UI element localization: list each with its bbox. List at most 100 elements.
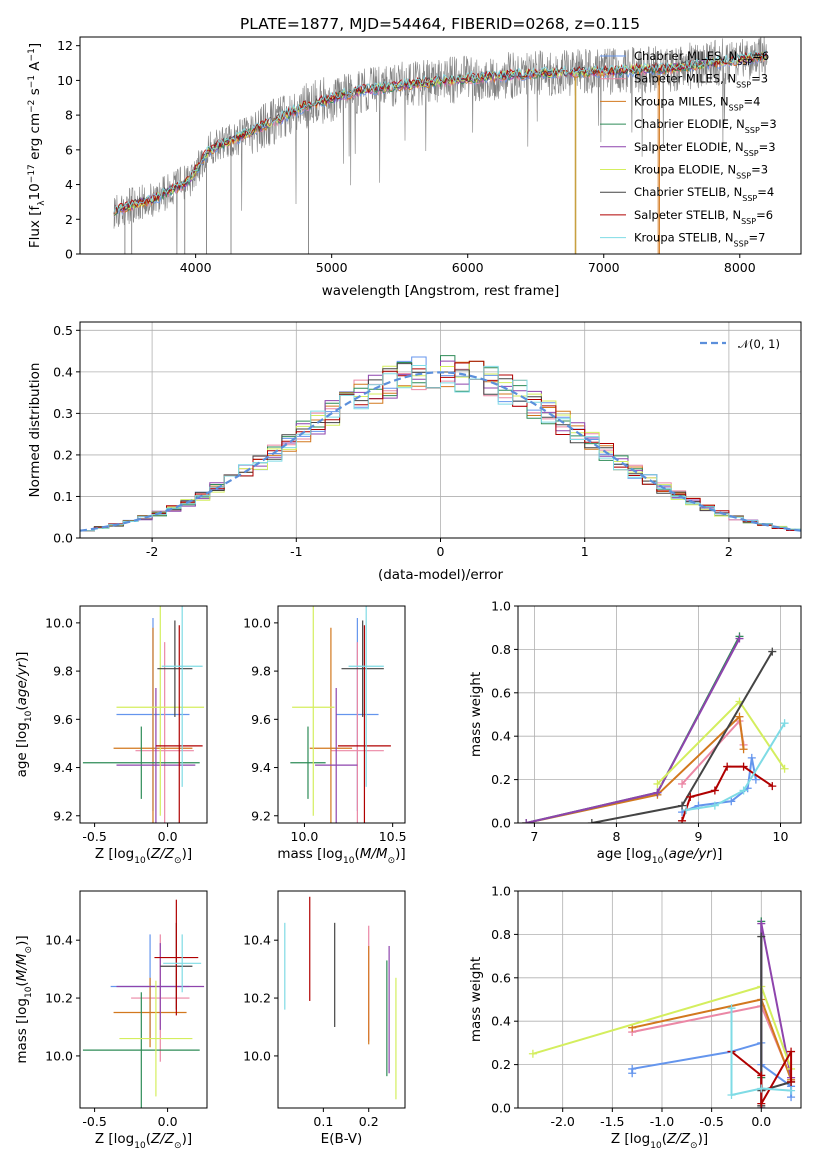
age-vs-metallicity-panel: -0.5 0.09.29.49.69.810.0Z [log10(Z/Z⊙)]ag…: [14, 605, 208, 866]
x-tick-label: -1: [290, 544, 302, 559]
weight-marker-salpeter_stelib: [678, 816, 687, 823]
y-tick-label: 0.8: [491, 642, 511, 657]
weight-line-chabrier_stelib: [591, 651, 774, 823]
label-part: ⊙: [690, 1141, 698, 1151]
weight-line-chabrier_elodie: [525, 635, 741, 823]
x-tick-label: 0.1: [313, 1114, 333, 1129]
legend-sub: SSP: [729, 103, 744, 112]
label-part: Z/Z: [150, 1131, 175, 1147]
label-part: ⊙: [24, 946, 34, 954]
y-tick-label: 10.0: [243, 1048, 271, 1063]
x-tick-label: 0.2: [359, 1114, 379, 1129]
legend-text: Kroupa ELODIE, N: [634, 163, 736, 177]
y-tick-label: 0.1: [53, 489, 73, 504]
y-tick-label: 0.0: [491, 1101, 511, 1116]
weight-marker-chabrier_stelib: [678, 801, 687, 810]
x-tick-label: 10.0: [291, 829, 319, 844]
label-part: (: [146, 846, 151, 862]
label-part: s: [27, 88, 43, 99]
label-part: age [: [597, 846, 632, 862]
y-tick-label: 0.0: [491, 816, 511, 831]
weight-marker-chabrier_miles: [628, 1064, 637, 1073]
label-part: log: [14, 722, 30, 743]
label-part: −2: [27, 100, 37, 113]
label-part: −1: [27, 75, 37, 88]
label-part: log: [114, 846, 135, 862]
normal-curve: [80, 371, 801, 532]
label-part: Flux [f: [27, 204, 43, 248]
x-tick-label: 1: [581, 544, 589, 559]
y-tick-label: 6: [65, 142, 73, 157]
x-axis-label: age [log10(age/yr)]: [597, 846, 723, 866]
plot-area: [82, 606, 205, 823]
label-part: ⊙: [174, 856, 182, 866]
weight-marker-kroupa_stelib: [739, 786, 748, 795]
label-part: 10: [24, 986, 34, 998]
weight-marker-chabrier_miles: [751, 775, 760, 784]
plot-area: [528, 917, 796, 1108]
x-tick-label: 0.0: [158, 829, 178, 844]
legend-sub: SSP: [736, 80, 751, 89]
age-vs-mass-panel: 10.0 10.5 9.2 9.4 9.6 9.8 10.0 mass [log10(M/M⊙…: [243, 605, 407, 866]
y-axis-label: mass weight: [468, 957, 484, 1042]
plot-area: [284, 896, 397, 1100]
label-part: )]: [395, 846, 406, 862]
legend-label-kroupa_miles: Kroupa MILES, NSSP=4: [634, 94, 760, 112]
label-part: −17: [27, 164, 37, 183]
label-part: )]: [712, 846, 723, 862]
label-part: 10: [343, 856, 355, 866]
weight-line-chabrier_stelib: [760, 935, 792, 1106]
weight-marker-salpeter_elodie: [653, 788, 662, 797]
x-axis-label: (data-model)/error: [378, 567, 504, 583]
legend-label-chabrier_elodie: Chabrier ELODIE, NSSP=3: [634, 117, 777, 135]
x-tick-label: -2: [146, 544, 158, 559]
label-part: mass [: [277, 846, 322, 862]
label-part: )]: [14, 652, 30, 663]
label-part: 10: [652, 856, 664, 866]
weight-marker-chabrier_miles: [727, 797, 736, 806]
weight-vs-metallicity-panel: -2.0 -1.5 -1.0 -0.5 0.0 0.0 0.2 0.4 0.6 0.8 1.0 Z […: [468, 884, 802, 1151]
label-part: log: [630, 1131, 651, 1147]
legend-count: =4: [744, 94, 761, 108]
mass-vs-ebv-panel: 0.1 0.2 10.0 10.2 10.4 E(B-V): [243, 890, 406, 1147]
weight-marker-salpeter_stelib: [739, 762, 748, 771]
label-part: (: [146, 1131, 151, 1147]
model-fit-salpeter_stelib: [113, 51, 768, 214]
weight-marker-chabrier_stelib: [757, 932, 766, 941]
y-tick-label: 0.3: [53, 406, 73, 421]
y-tick-label: 10.2: [243, 991, 271, 1006]
label-part: (: [14, 981, 30, 986]
x-axis-label: wavelength [Angstrom, rest frame]: [322, 283, 560, 299]
label-part: erg cm: [27, 113, 43, 164]
mass-vs-metallicity-panel: -0.5 0.010.010.210.4Z [log10(Z/Z⊙)]mass […: [14, 890, 208, 1151]
legend-count: =3: [751, 163, 768, 177]
y-tick-label: 9.2: [53, 808, 73, 823]
legend-count: =3: [759, 140, 776, 154]
legend-text: Salpeter STELIB, N: [634, 208, 741, 222]
y-tick-label: 12: [57, 38, 73, 53]
label-part: Z/Z: [150, 846, 175, 862]
axes-frame: [517, 890, 802, 1109]
legend-text: Chabrier ELODIE, N: [634, 117, 745, 131]
x-tick-label: -2.0: [550, 1114, 574, 1129]
y-tick-label: 0.0: [53, 531, 73, 546]
y-tick-label: 0.4: [491, 1014, 511, 1029]
label-part: )]: [698, 1131, 709, 1147]
y-tick-label: 0.6: [491, 685, 511, 700]
axes-frame: [79, 36, 802, 255]
legend-label-normal: 𝒩(0, 1): [738, 337, 780, 351]
y-tick-label: 0.8: [491, 927, 511, 942]
label-part: age/yr: [14, 661, 30, 706]
legend-text: Salpeter ELODIE, N: [634, 140, 744, 154]
x-tick-label: 0: [437, 544, 445, 559]
weight-marker-salpeter_elodie: [522, 819, 531, 823]
figure-title: PLATE=1877, MJD=54464, FIBERID=0268, z=0…: [240, 15, 640, 33]
weight-marker-salpeter_stelib: [757, 1071, 766, 1080]
x-tick-label: 8: [612, 829, 620, 844]
y-tick-label: 10.4: [45, 933, 73, 948]
y-tick-label: 9.6: [53, 712, 73, 727]
weight-marker-salpeter_stelib: [710, 786, 719, 795]
y-tick-label: 10.4: [243, 933, 271, 948]
legend-sub: SSP: [741, 216, 756, 225]
axes-frame: [277, 890, 406, 1109]
